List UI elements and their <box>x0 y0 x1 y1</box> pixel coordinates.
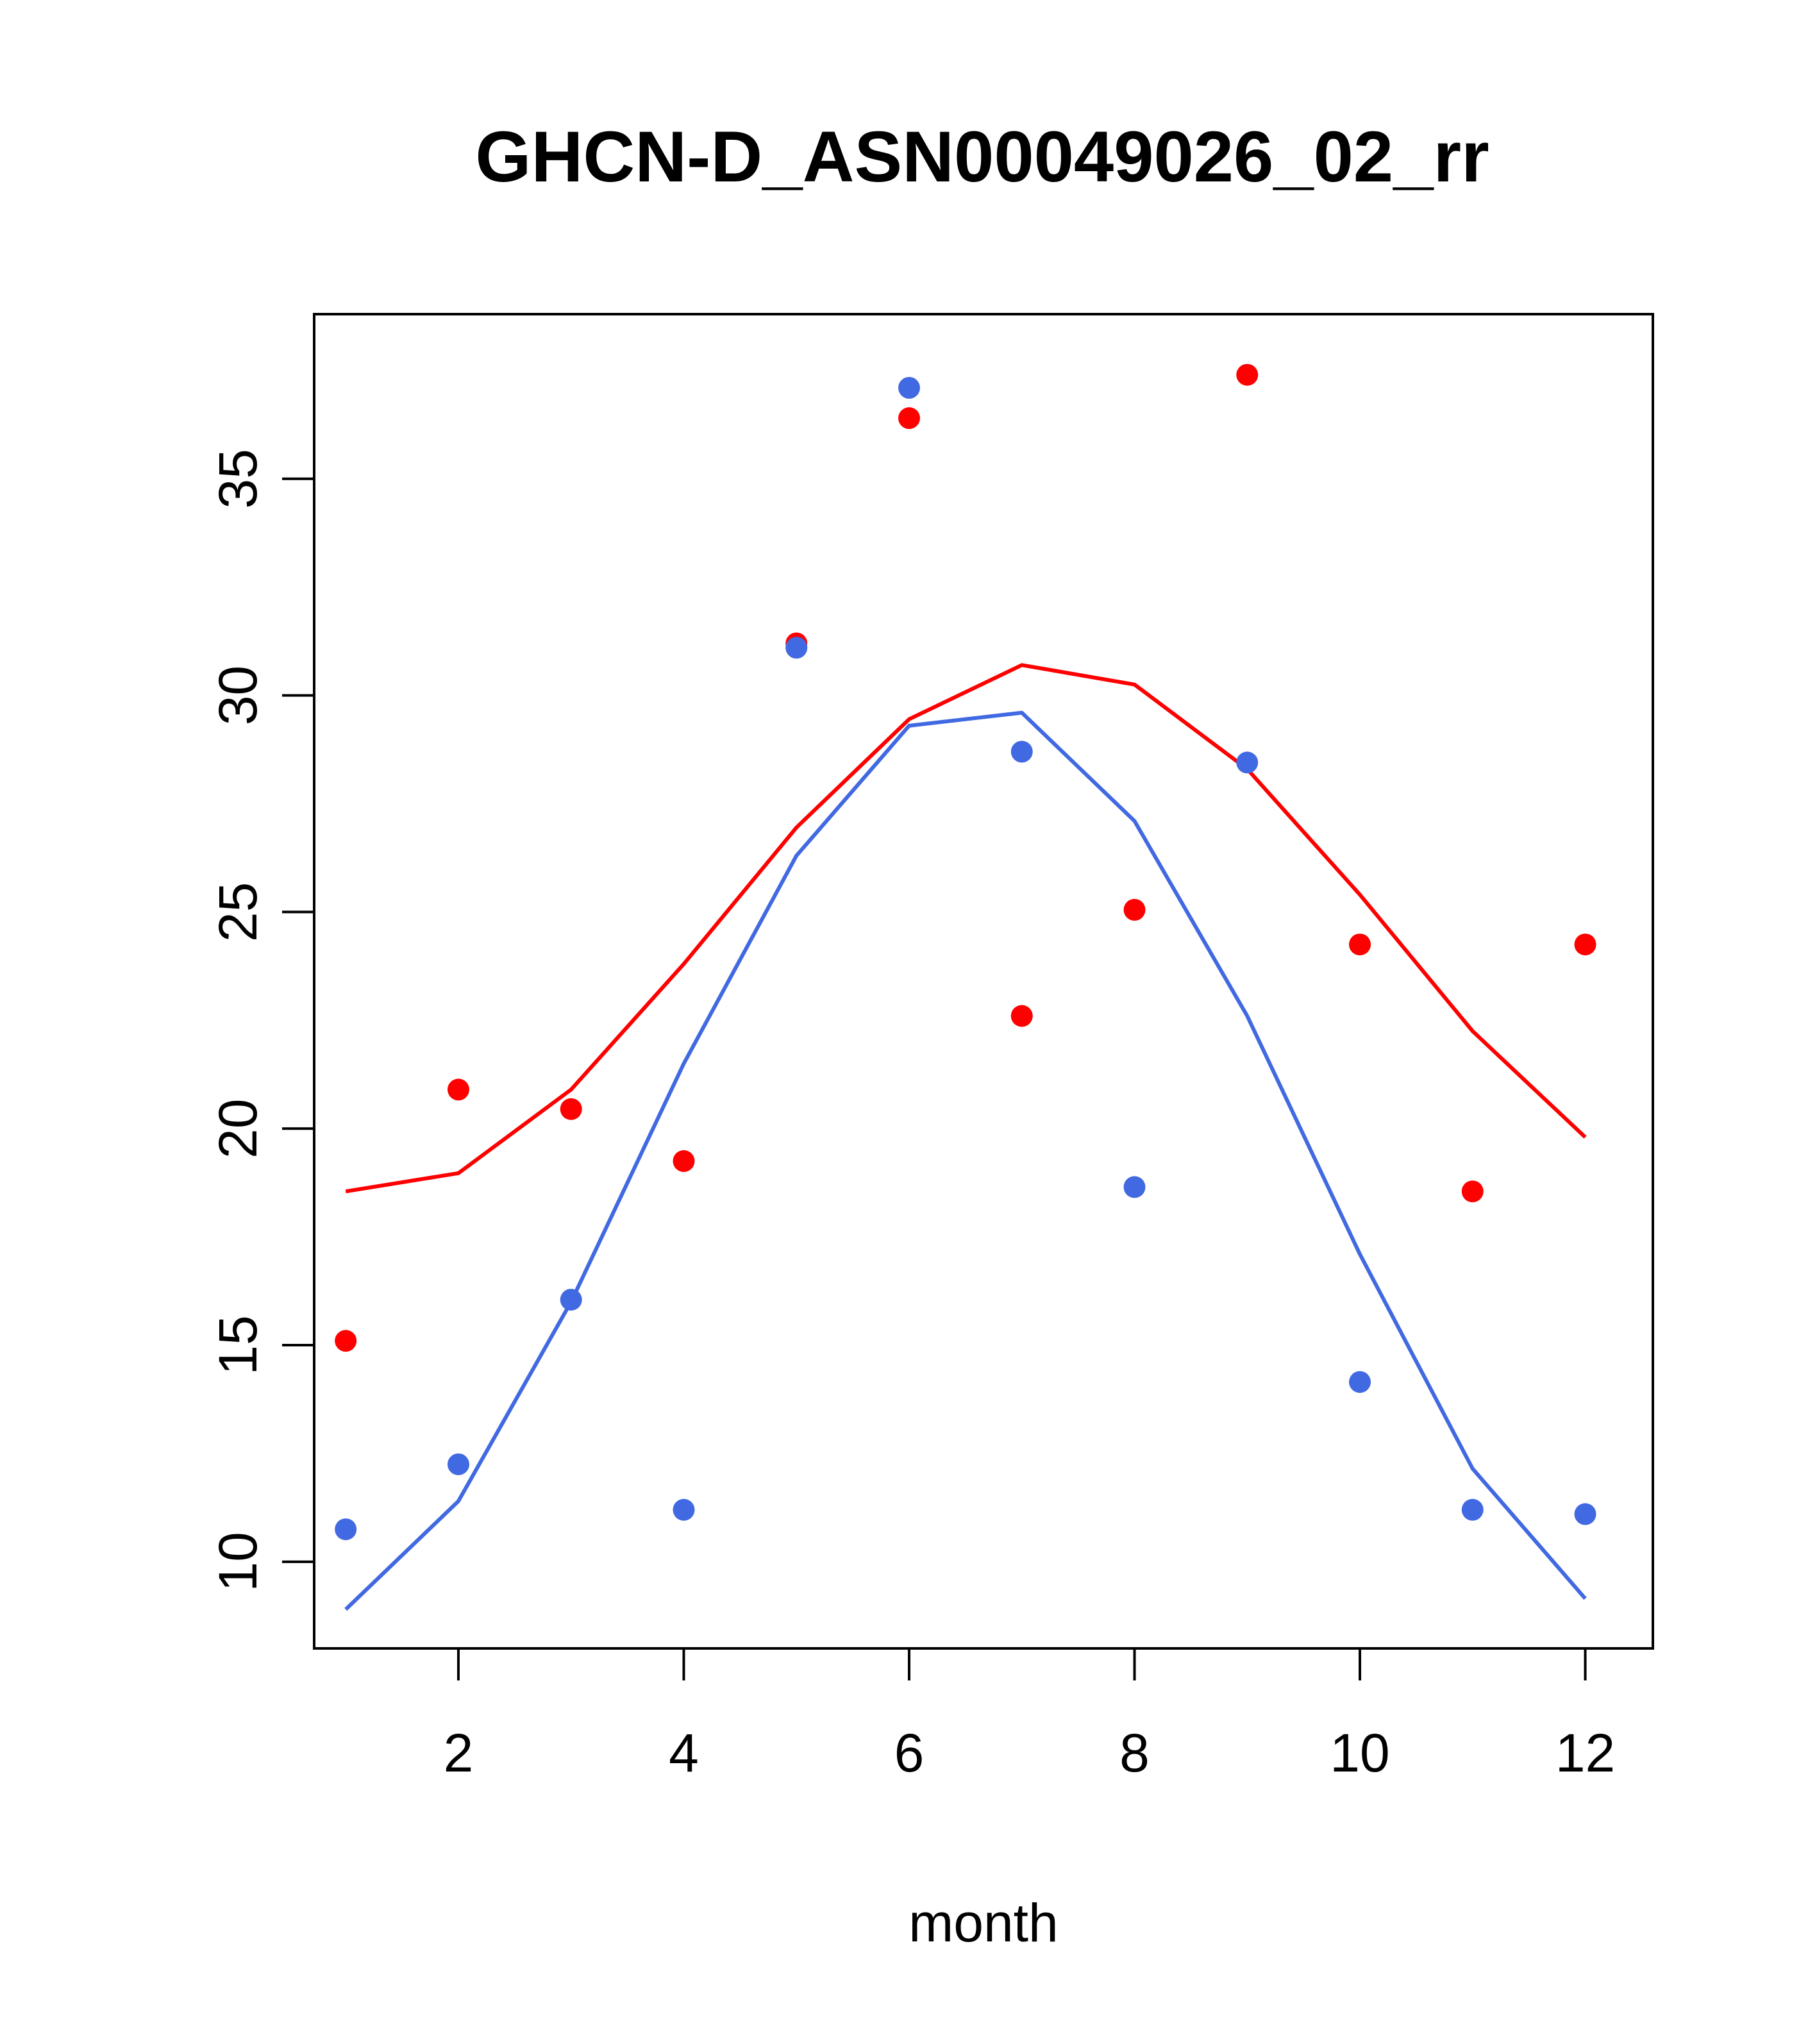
series-2-point-7 <box>1010 741 1033 763</box>
series-1-point-6 <box>898 407 920 430</box>
x-axis-label: month <box>908 1893 1058 1953</box>
x-tick-label-4: 4 <box>669 1723 699 1783</box>
series-1-point-9 <box>1236 364 1259 386</box>
series-2 <box>335 376 1596 1611</box>
plot-frame <box>313 313 1654 1650</box>
y-tick-label-30: 30 <box>208 666 268 725</box>
series-2-point-10 <box>1349 1371 1371 1393</box>
x-tick-label-6: 6 <box>894 1723 925 1783</box>
series-1-point-1 <box>335 1330 357 1352</box>
series-1 <box>335 364 1596 1352</box>
y-tick-label-15: 15 <box>208 1315 268 1375</box>
series-2-point-5 <box>785 637 808 659</box>
series-2-point-8 <box>1123 1176 1146 1198</box>
y-tick-label-25: 25 <box>208 882 268 942</box>
y-axis: 10 15 20 25 30 35 <box>208 449 314 1592</box>
y-tick-label-35: 35 <box>208 449 268 508</box>
x-tick-label-10: 10 <box>1330 1723 1389 1783</box>
series-1-line <box>345 663 1587 1194</box>
x-tick-label-12: 12 <box>1555 1723 1615 1783</box>
x-tick-label-8: 8 <box>1119 1723 1150 1783</box>
series-1-point-11 <box>1461 1180 1484 1203</box>
series-1-point-10 <box>1349 934 1371 956</box>
series-layer <box>335 364 1596 1611</box>
chart-title: GHCN-D_ASN00049026_02_rr <box>475 117 1489 197</box>
x-axis: 2 4 6 8 10 12 <box>444 1648 1615 1783</box>
y-tick-label-10: 10 <box>208 1532 268 1591</box>
y-tick-label-20: 20 <box>208 1099 268 1159</box>
series-1-point-2 <box>447 1078 469 1101</box>
series-2-point-4 <box>673 1498 695 1521</box>
series-1-point-8 <box>1123 899 1146 921</box>
series-1-point-3 <box>560 1098 582 1120</box>
series-1-point-4 <box>673 1150 695 1172</box>
series-2-point-12 <box>1574 1503 1596 1525</box>
series-2-point-11 <box>1461 1498 1484 1521</box>
series-1-point-7 <box>1010 1005 1033 1027</box>
series-1-point-12 <box>1574 934 1596 956</box>
series-2-point-2 <box>447 1453 469 1475</box>
series-2-point-6 <box>898 376 920 399</box>
series-2-point-3 <box>560 1289 582 1311</box>
series-2-point-1 <box>335 1518 357 1541</box>
series-2-line <box>344 710 1587 1611</box>
series-2-point-9 <box>1236 751 1259 774</box>
x-tick-label-2: 2 <box>444 1723 474 1783</box>
